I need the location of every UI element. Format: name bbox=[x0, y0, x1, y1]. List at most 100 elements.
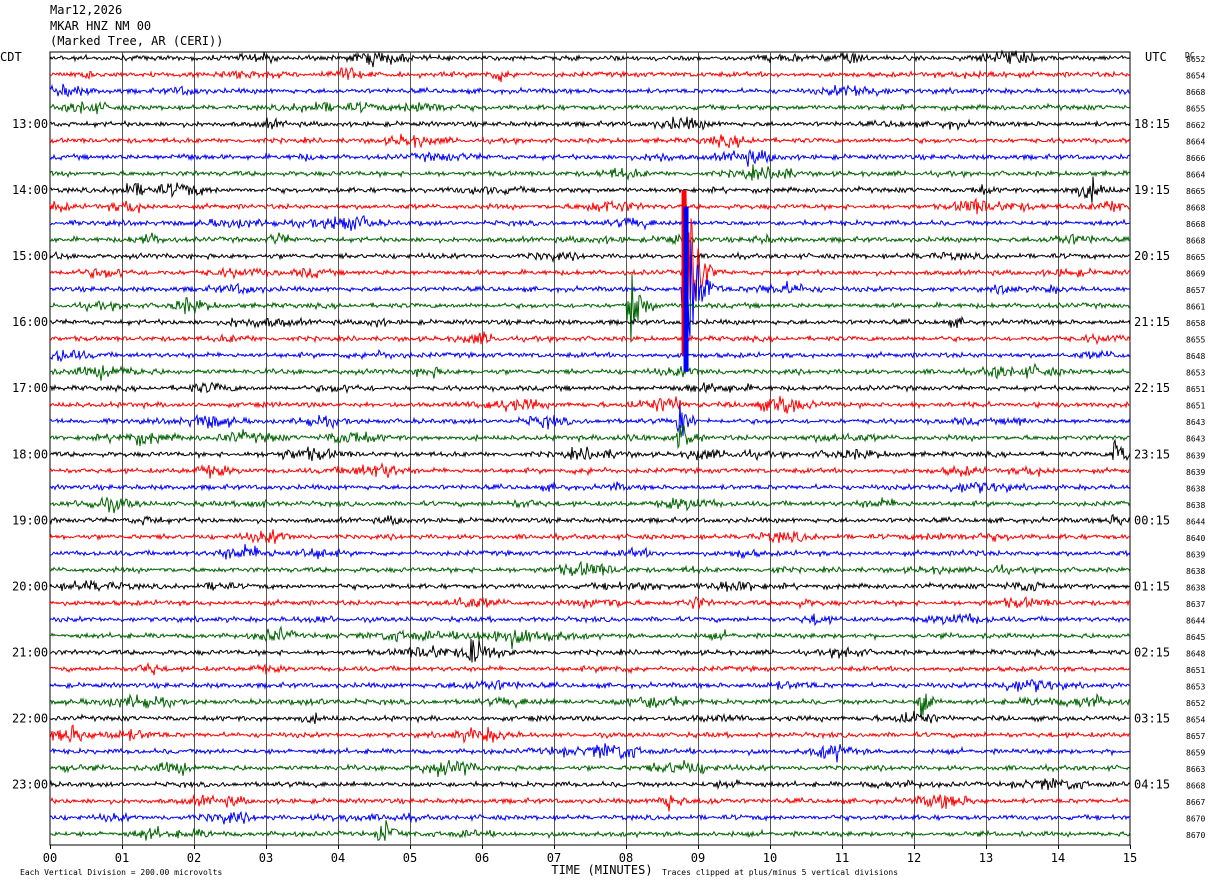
dc-offset-label: 8668 bbox=[1186, 204, 1205, 213]
trace-row-26 bbox=[49, 481, 1131, 494]
trace-row-1 bbox=[49, 66, 1131, 83]
trace-row-32 bbox=[49, 580, 1131, 592]
dc-offset-label: 8638 bbox=[1186, 484, 1205, 493]
right-time-label: 00:15 bbox=[1134, 513, 1170, 527]
trace-row-4 bbox=[49, 116, 1131, 131]
trace-row-10 bbox=[49, 215, 1131, 231]
right-timezone-label: UTC bbox=[1145, 50, 1167, 64]
trace-row-23 bbox=[49, 424, 1131, 450]
dc-offset-label: 8666 bbox=[1186, 154, 1205, 163]
trace-row-16 bbox=[49, 315, 1131, 329]
x-tick-label: 09 bbox=[691, 851, 705, 865]
x-tick-label: 08 bbox=[619, 851, 633, 865]
dc-offset-label: 8669 bbox=[1186, 270, 1205, 279]
trace-row-40 bbox=[49, 710, 1131, 725]
dc-offset-label: 8663 bbox=[1186, 765, 1205, 774]
trace-row-6 bbox=[49, 148, 1131, 167]
dc-offset-label: 8655 bbox=[1186, 336, 1205, 345]
x-tick-label: 03 bbox=[259, 851, 273, 865]
dc-offset-label: 8637 bbox=[1186, 600, 1205, 609]
dc-offset-label: 8651 bbox=[1186, 385, 1205, 394]
left-time-label: 20:00 bbox=[12, 579, 48, 593]
x-tick-label: 13 bbox=[979, 851, 993, 865]
right-time-label: 01:15 bbox=[1134, 579, 1170, 593]
dc-offset-label: 8668 bbox=[1186, 88, 1205, 97]
left-time-label: 18:00 bbox=[12, 447, 48, 461]
dc-offset-label: 8638 bbox=[1186, 567, 1205, 576]
trace-row-31 bbox=[49, 560, 1131, 577]
trace-row-37 bbox=[49, 661, 1131, 676]
trace-row-43 bbox=[50, 759, 1131, 777]
x-tick-label: 05 bbox=[403, 851, 417, 865]
dc-offset-label: 8657 bbox=[1186, 732, 1205, 741]
dc-offset-label: 8638 bbox=[1186, 501, 1205, 510]
dc-offset-label: 8645 bbox=[1186, 633, 1205, 642]
dc-offset-label: 8670 bbox=[1186, 814, 1205, 823]
trace-row-15 bbox=[49, 273, 1131, 343]
dc-offset-label: 8648 bbox=[1186, 649, 1205, 658]
trace-row-13 bbox=[49, 194, 1131, 302]
trace-row-28 bbox=[49, 513, 1131, 527]
trace-row-17 bbox=[49, 331, 1131, 346]
trace-row-46 bbox=[49, 810, 1131, 825]
dc-offset-label: 8664 bbox=[1186, 138, 1205, 147]
clipped-spike-row-14 bbox=[683, 206, 689, 372]
left-time-label: 15:00 bbox=[12, 249, 48, 263]
x-tick-label: 14 bbox=[1051, 851, 1065, 865]
dc-offset-label: 8653 bbox=[1186, 369, 1205, 378]
right-time-label: 20:15 bbox=[1134, 249, 1170, 263]
dc-offset-label: 8658 bbox=[1186, 319, 1205, 328]
trace-row-0 bbox=[49, 49, 1131, 68]
dc-offset-label: 8640 bbox=[1186, 534, 1205, 543]
plot-frame bbox=[49, 51, 1131, 846]
dc-offset-label: 8643 bbox=[1186, 418, 1205, 427]
trace-row-30 bbox=[49, 543, 1131, 560]
dc-offset-label: 8654 bbox=[1186, 72, 1205, 81]
trace-row-35 bbox=[49, 625, 1131, 649]
dc-offset-label: 8651 bbox=[1186, 666, 1205, 675]
dc-offset-label: 8639 bbox=[1186, 550, 1205, 559]
trace-row-25 bbox=[49, 461, 1131, 479]
x-tick-label: 00 bbox=[43, 851, 57, 865]
right-time-label: 19:15 bbox=[1134, 183, 1170, 197]
dc-offset-label: 8662 bbox=[1186, 121, 1205, 130]
x-tick-label: 07 bbox=[547, 851, 561, 865]
left-time-label: 21:00 bbox=[12, 645, 48, 659]
dc-offset-label: 8644 bbox=[1186, 517, 1205, 526]
x-tick-label: 06 bbox=[475, 851, 489, 865]
dc-offset-label: 8670 bbox=[1186, 831, 1205, 840]
right-time-label: 22:15 bbox=[1134, 381, 1170, 395]
dc-offset-label: 8648 bbox=[1186, 352, 1205, 361]
dc-offset-label: 8659 bbox=[1186, 748, 1205, 757]
dc-offset-label: 8667 bbox=[1186, 798, 1205, 807]
trace-row-29 bbox=[49, 529, 1131, 544]
x-tick-label: 12 bbox=[907, 851, 921, 865]
dc-offset-label: 8668 bbox=[1186, 781, 1205, 790]
x-tick-label: 15 bbox=[1123, 851, 1137, 865]
dc-offset-label: 8665 bbox=[1186, 187, 1205, 196]
right-time-label: 18:15 bbox=[1134, 117, 1170, 131]
x-tick-label: 10 bbox=[763, 851, 777, 865]
trace-row-2 bbox=[49, 83, 1131, 98]
trace-row-41 bbox=[49, 724, 1131, 744]
dc-offset-label: 8654 bbox=[1186, 715, 1205, 724]
trace-row-38 bbox=[49, 678, 1131, 693]
dc-offset-label: 8652 bbox=[1186, 55, 1205, 64]
dc-offset-label: 8643 bbox=[1186, 435, 1205, 444]
left-time-label: 17:00 bbox=[12, 381, 48, 395]
dc-offset-label: 8668 bbox=[1186, 237, 1205, 246]
trace-row-24 bbox=[49, 438, 1131, 462]
x-tick-label: 01 bbox=[115, 851, 129, 865]
trace-row-33 bbox=[49, 596, 1131, 610]
left-time-label: 22:00 bbox=[12, 711, 48, 725]
x-tick-label: 11 bbox=[835, 851, 849, 865]
dc-offset-label: 8652 bbox=[1186, 699, 1205, 708]
dc-offset-label: 8639 bbox=[1186, 451, 1205, 460]
trace-row-20 bbox=[49, 381, 1131, 394]
trace-row-19 bbox=[49, 362, 1131, 381]
right-time-label: 03:15 bbox=[1134, 711, 1170, 725]
left-time-label: 13:00 bbox=[12, 117, 48, 131]
trace-row-8 bbox=[49, 176, 1131, 203]
trace-row-9 bbox=[49, 197, 1131, 215]
x-axis-title: TIME (MINUTES) bbox=[551, 863, 652, 877]
